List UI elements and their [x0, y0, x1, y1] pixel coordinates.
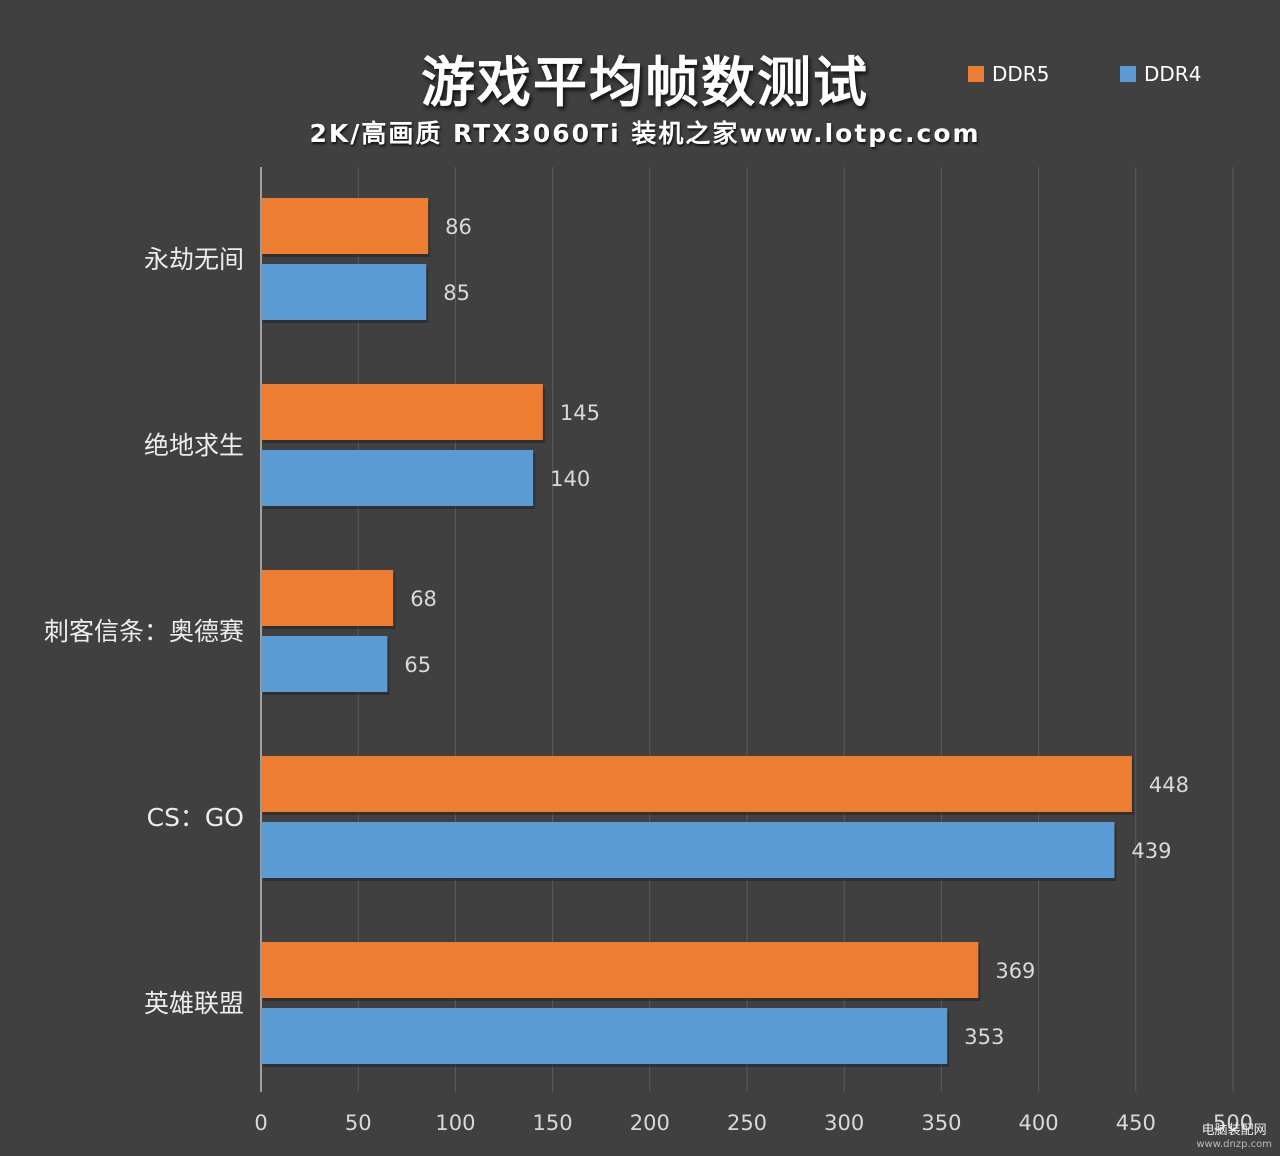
- data-label: 85: [443, 281, 470, 305]
- legend-label-ddr5: DDR5: [992, 62, 1050, 86]
- bar-ddr5: [261, 570, 394, 626]
- x-tick-label: 350: [921, 1111, 961, 1135]
- x-tick-label: 450: [1116, 1111, 1156, 1135]
- bar-ddr4: [261, 822, 1115, 878]
- watermark-line2: www.dnzp.com: [1196, 1139, 1272, 1150]
- bar-ddr4: [261, 264, 427, 320]
- bar-ddr4: [261, 1008, 948, 1064]
- bar-ddr5: [261, 198, 429, 254]
- x-tick-label: 250: [727, 1111, 767, 1135]
- chart-title: 游戏平均帧数测试: [421, 51, 869, 114]
- data-label: 140: [550, 467, 590, 491]
- x-tick-label: 500: [1213, 1111, 1253, 1135]
- bar-ddr4: [261, 450, 534, 506]
- legend-label-ddr4: DDR4: [1144, 62, 1202, 86]
- watermark-line1: 电脑装配网: [1201, 1123, 1267, 1138]
- bar-ddr5: [261, 384, 543, 440]
- data-label: 145: [560, 401, 600, 425]
- chart-subtitle: 2K/高画质 RTX3060Ti 装机之家www.lotpc.com: [309, 119, 981, 148]
- category-label: CS：GO: [147, 803, 244, 832]
- category-label: 永劫无间: [144, 245, 244, 274]
- x-tick-label: 200: [630, 1111, 670, 1135]
- data-label: 369: [995, 959, 1035, 983]
- data-label: 353: [964, 1025, 1004, 1049]
- data-label: 439: [1131, 839, 1171, 863]
- legend-swatch-ddr5: [968, 66, 984, 82]
- x-tick-label: 100: [435, 1111, 475, 1135]
- category-label: 绝地求生: [144, 431, 244, 460]
- legend-item-ddr5: DDR5: [968, 62, 1049, 86]
- bar-ddr5: [261, 756, 1132, 812]
- legend-item-ddr4: DDR4: [1120, 62, 1201, 86]
- legend-swatch-ddr4: [1120, 66, 1136, 82]
- category-label: 英雄联盟: [144, 989, 244, 1018]
- data-label: 65: [404, 653, 431, 677]
- data-label: 86: [445, 215, 472, 239]
- bar-ddr5: [261, 942, 979, 998]
- data-label: 68: [410, 587, 437, 611]
- watermark: 电脑装配网 www.dnzp.com: [1196, 1124, 1272, 1152]
- x-tick-label: 300: [824, 1111, 864, 1135]
- x-tick-label: 0: [254, 1111, 267, 1135]
- x-tick-label: 50: [345, 1111, 372, 1135]
- x-tick-label: 400: [1019, 1111, 1059, 1135]
- x-tick-label: 150: [533, 1111, 573, 1135]
- bar-ddr4: [261, 636, 388, 692]
- data-label: 448: [1149, 773, 1189, 797]
- category-label: 刺客信条：奥德赛: [44, 617, 244, 646]
